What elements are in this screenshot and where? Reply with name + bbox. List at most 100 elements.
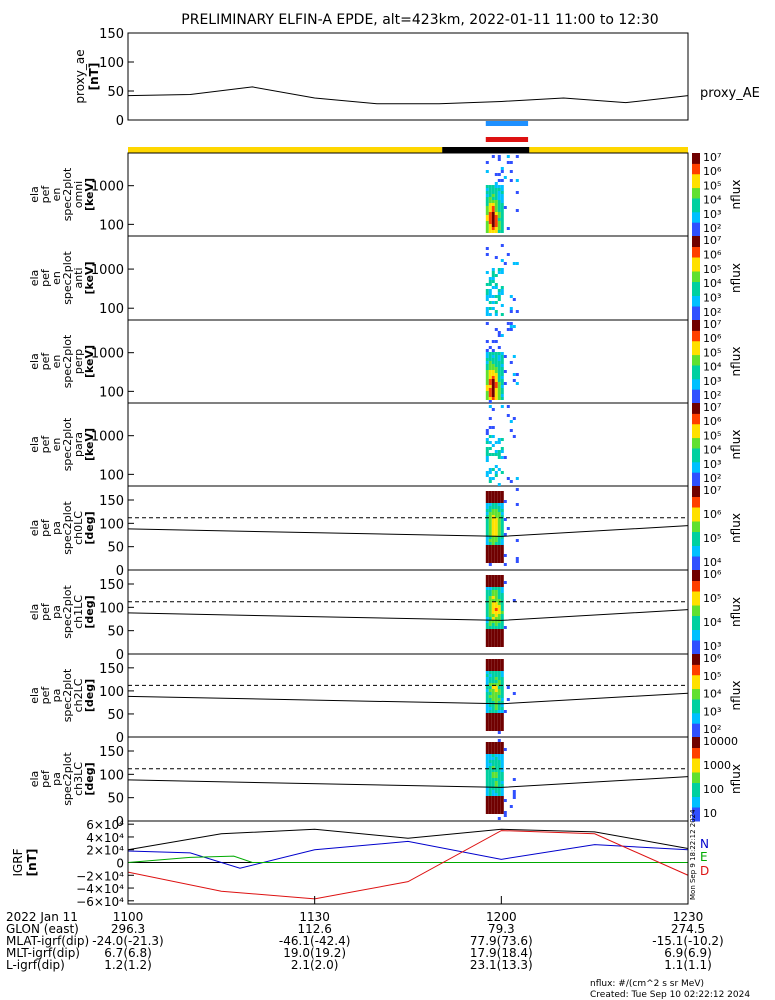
heatmap-cell [491,608,495,611]
heatmap-cell [491,701,495,704]
heatmap-cell [488,539,492,542]
heatmap-cell [497,554,501,557]
igrf-ytick-label: −6×10⁴ [76,895,124,909]
heatmap-cell [488,793,492,796]
colorbar-segment [692,295,700,300]
colorbar-segment [692,392,700,397]
heatmap-cell [491,477,495,480]
heatmap-cell [494,310,498,313]
heatmap-cell [488,295,492,298]
heatmap-cell [500,662,504,665]
heatmap-cell [488,551,492,554]
heatmap-cell [491,521,495,524]
heatmap-cell [494,671,498,674]
xaxis-row-value: 1200 [486,910,517,924]
igrf-series-line [127,828,689,851]
colorbar-segment [692,486,700,490]
heatmap-cell [494,361,498,364]
heatmap-cell [500,521,504,524]
heatmap-cell [491,397,495,400]
heatmap-cell [494,524,498,527]
heatmap-cell [488,608,492,611]
heatmap-cell [509,170,513,173]
heatmap-cell [485,671,489,674]
heatmap-cell [494,710,498,713]
colorbar-segment [692,468,700,473]
heatmap-cell [485,557,489,560]
colorbar-segment [692,173,700,178]
heatmap-cell [494,497,498,500]
heatmap-cell [497,638,501,641]
heatmap-cell [485,710,489,713]
colorbar-label: nflux [729,597,743,627]
heatmap-cell [485,379,489,382]
mode-bar-red [485,137,529,142]
colorbar-tick-label: 100 [703,783,724,796]
heatmap-cell [494,200,498,203]
heatmap-cell [491,557,495,560]
heatmap-cell [500,710,504,713]
heatmap-cell [500,551,504,554]
heatmap-cell [485,692,489,695]
heatmap-cell [500,796,504,799]
colorbar-tick-label: 10³ [703,640,721,653]
heatmap-cell [500,635,504,638]
colorbar-segment [692,194,700,199]
heatmap-cell [494,683,498,686]
spec-ylabel-line: spec2plot [61,585,74,639]
colorbar-segment [692,225,700,230]
spec-ylabel-line: en [50,438,63,452]
heatmap-cell [494,506,498,509]
main-frame [127,152,689,905]
colorbar-segment [692,458,700,463]
heatmap-cell [485,447,489,450]
colorbar-label: nflux [729,430,743,460]
colorbar-tick-label: 10⁷ [703,318,721,331]
heatmap-cell [494,542,498,545]
heatmap-cell [491,212,495,215]
colorbar-tick-label: 10³ [703,375,721,388]
xaxis-row-value: 1230 [673,910,704,924]
heatmap-cell [485,644,489,647]
spec-ylabel-line: pef [39,268,52,287]
colorbar-segment [692,531,700,536]
heatmap-cell [497,599,501,602]
colorbar-segment [692,177,700,182]
colorbar-label: nflux [729,180,743,210]
heatmap-cell [500,677,504,680]
heatmap-cell [494,557,498,560]
heatmap-cell [485,677,489,680]
heatmap-cell [515,503,519,506]
heatmap-cell [488,593,492,596]
heatmap-cell [500,757,504,760]
spec-ytick-label: 50 [107,708,124,723]
heatmap-cell [488,557,492,560]
heatmap-cell [500,456,504,459]
heatmap-cell [500,781,504,784]
colorbar-segment [692,299,700,303]
heatmap-cell [500,215,504,218]
ae-ytick-label: 0 [116,114,124,129]
spec-ylabel-line: spec2plot [61,501,74,555]
colorbar-tick-label: 10² [703,222,721,235]
heatmap-cell [497,527,501,530]
heatmap-cell [488,745,492,748]
spec-ylabel-line: [deg] [83,511,96,544]
heatmap-cell [515,382,519,385]
heatmap-cell [485,527,489,530]
heatmap-cell [488,680,492,683]
heatmap-cell [500,632,504,635]
heatmap-cell [488,805,492,808]
colorbar-segment [692,416,700,421]
colorbar-tick-label: 1000 [703,759,731,772]
heatmap-cell [500,560,504,563]
heatmap-cell [485,373,489,376]
heatmap-cell [485,429,489,432]
heatmap-cell [500,209,504,212]
spec-ylabel-line: spec2plot [61,417,74,471]
heatmap-cell [494,793,498,796]
heatmap-cell [491,274,495,277]
heatmap-cell [503,382,507,385]
heatmap-cell [488,751,492,754]
heatmap-cell [512,435,516,438]
